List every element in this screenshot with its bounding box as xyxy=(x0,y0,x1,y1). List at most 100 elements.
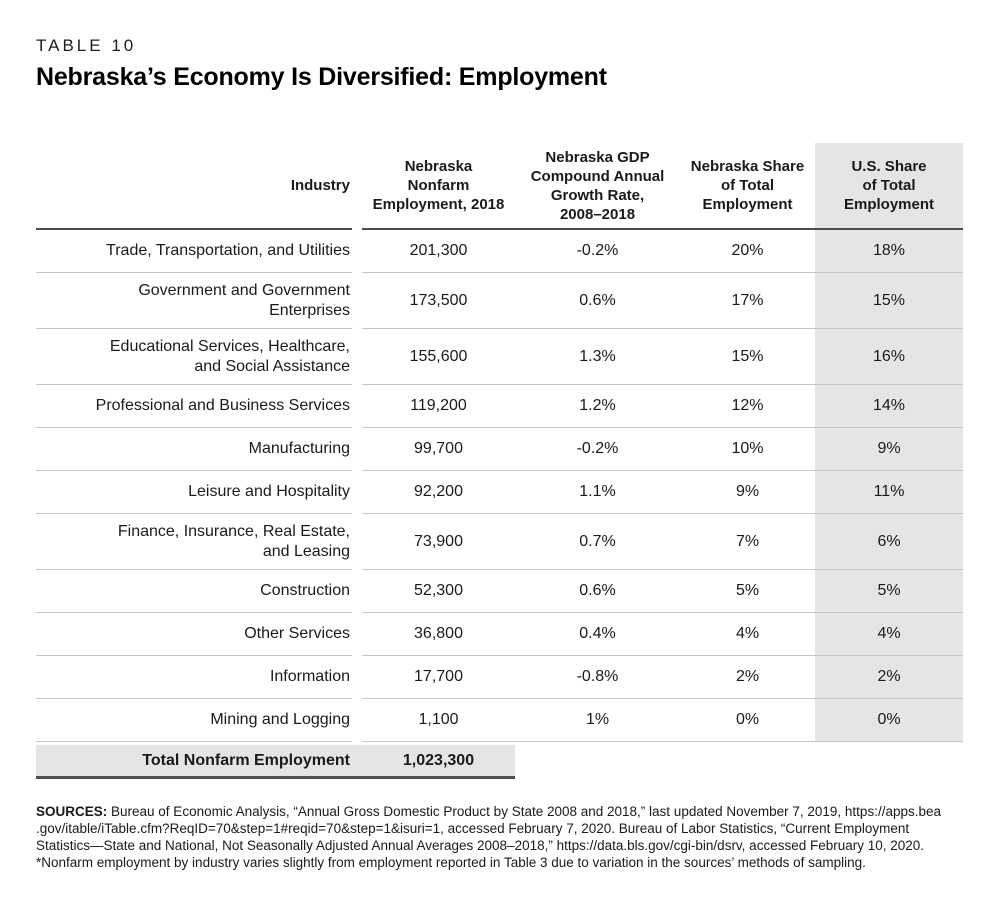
us-share-cell: 6% xyxy=(815,514,963,570)
growth-cell: -0.2% xyxy=(515,428,680,471)
total-value: 1,023,300 xyxy=(362,745,515,779)
column-header-industry: Industry xyxy=(36,143,352,230)
column-header-nonfarm-employment: Nebraska Nonfarm Employment, 2018 xyxy=(362,143,515,230)
growth-cell: 1.2% xyxy=(515,385,680,428)
industry-cell: Government and Government Enterprises xyxy=(36,273,352,329)
ne-share-cell: 12% xyxy=(680,385,815,428)
employment-cell: 92,200 xyxy=(362,471,515,514)
total-row: Total Nonfarm Employment 1,023,300 xyxy=(36,745,963,779)
ne-share-cell: 2% xyxy=(680,656,815,699)
employment-cell: 52,300 xyxy=(362,570,515,613)
growth-cell: 0.6% xyxy=(515,273,680,329)
employment-cell: 99,700 xyxy=(362,428,515,471)
growth-cell: 0.6% xyxy=(515,570,680,613)
ne-share-cell: 20% xyxy=(680,230,815,273)
growth-cell: -0.2% xyxy=(515,230,680,273)
table-row: Finance, Insurance, Real Estate, and Lea… xyxy=(36,514,963,570)
ne-share-cell: 0% xyxy=(680,699,815,742)
industry-cell: Trade, Transportation, and Utilities xyxy=(36,230,352,273)
growth-cell: -0.8% xyxy=(515,656,680,699)
column-gap xyxy=(352,143,362,230)
sources-label: SOURCES: xyxy=(36,804,108,819)
employment-cell: 1,100 xyxy=(362,699,515,742)
source-note-line-4: *Nonfarm employment by industry varies s… xyxy=(36,855,866,870)
industry-cell: Manufacturing xyxy=(36,428,352,471)
empty-cell xyxy=(515,745,680,779)
column-gap xyxy=(352,273,362,329)
empty-cell xyxy=(815,745,963,779)
column-gap xyxy=(352,699,362,742)
industry-cell: Leisure and Hospitality xyxy=(36,471,352,514)
growth-cell: 1.3% xyxy=(515,329,680,385)
table-row: Government and Government Enterprises 17… xyxy=(36,273,963,329)
employment-cell: 173,500 xyxy=(362,273,515,329)
column-gap xyxy=(352,570,362,613)
employment-cell: 201,300 xyxy=(362,230,515,273)
employment-table: Industry Nebraska Nonfarm Employment, 20… xyxy=(36,143,963,779)
column-gap xyxy=(352,745,362,779)
source-note-line-2: .gov/itable/iTable.cfm?ReqID=70&step=1#r… xyxy=(36,821,910,836)
column-gap xyxy=(352,329,362,385)
us-share-cell: 14% xyxy=(815,385,963,428)
source-note-line-3: Statistics—State and National, Not Seaso… xyxy=(36,838,925,853)
table-number: TABLE 10 xyxy=(36,36,137,55)
ne-share-cell: 7% xyxy=(680,514,815,570)
employment-cell: 17,700 xyxy=(362,656,515,699)
ne-share-cell: 9% xyxy=(680,471,815,514)
employment-cell: 73,900 xyxy=(362,514,515,570)
industry-cell: Educational Services, Healthcare, and So… xyxy=(36,329,352,385)
growth-cell: 1% xyxy=(515,699,680,742)
ne-share-cell: 10% xyxy=(680,428,815,471)
document-page: TABLE 10 Nebraska’s Economy Is Diversifi… xyxy=(36,36,976,871)
us-share-cell: 4% xyxy=(815,613,963,656)
table-row: Trade, Transportation, and Utilities 201… xyxy=(36,230,963,273)
source-note-text: Bureau of Economic Analysis, “Annual Gro… xyxy=(107,804,941,819)
employment-cell: 155,600 xyxy=(362,329,515,385)
growth-cell: 0.7% xyxy=(515,514,680,570)
industry-cell: Construction xyxy=(36,570,352,613)
us-share-cell: 5% xyxy=(815,570,963,613)
growth-cell: 0.4% xyxy=(515,613,680,656)
column-header-us-share: U.S. Share of Total Employment xyxy=(815,143,963,230)
source-note: SOURCES: Bureau of Economic Analysis, “A… xyxy=(36,803,976,871)
column-gap xyxy=(352,613,362,656)
industry-cell: Professional and Business Services xyxy=(36,385,352,428)
empty-cell xyxy=(680,745,815,779)
column-header-ne-share: Nebraska Share of Total Employment xyxy=(680,143,815,230)
us-share-cell: 16% xyxy=(815,329,963,385)
table-row: Construction 52,300 0.6% 5% 5% xyxy=(36,570,963,613)
column-gap xyxy=(352,230,362,273)
ne-share-cell: 5% xyxy=(680,570,815,613)
us-share-cell: 18% xyxy=(815,230,963,273)
us-share-cell: 2% xyxy=(815,656,963,699)
column-header-gdp-growth: Nebraska GDP Compound Annual Growth Rate… xyxy=(515,143,680,230)
source-note-line-1: SOURCES: Bureau of Economic Analysis, “A… xyxy=(36,803,976,820)
industry-cell: Other Services xyxy=(36,613,352,656)
us-share-cell: 9% xyxy=(815,428,963,471)
us-share-cell: 0% xyxy=(815,699,963,742)
table-row: Manufacturing 99,700 -0.2% 10% 9% xyxy=(36,428,963,471)
employment-cell: 119,200 xyxy=(362,385,515,428)
column-gap xyxy=(352,471,362,514)
ne-share-cell: 17% xyxy=(680,273,815,329)
column-gap xyxy=(352,514,362,570)
table-header-row: Industry Nebraska Nonfarm Employment, 20… xyxy=(36,143,963,230)
column-gap xyxy=(352,656,362,699)
ne-share-cell: 15% xyxy=(680,329,815,385)
column-gap xyxy=(352,428,362,471)
total-label: Total Nonfarm Employment xyxy=(36,745,352,779)
table-title: Nebraska’s Economy Is Diversified: Emplo… xyxy=(36,63,607,91)
us-share-cell: 15% xyxy=(815,273,963,329)
employment-cell: 36,800 xyxy=(362,613,515,656)
industry-cell: Finance, Insurance, Real Estate, and Lea… xyxy=(36,514,352,570)
table-row: Other Services 36,800 0.4% 4% 4% xyxy=(36,613,963,656)
table-row: Information 17,700 -0.8% 2% 2% xyxy=(36,656,963,699)
ne-share-cell: 4% xyxy=(680,613,815,656)
table-row: Educational Services, Healthcare, and So… xyxy=(36,329,963,385)
table-row: Professional and Business Services 119,2… xyxy=(36,385,963,428)
industry-cell: Information xyxy=(36,656,352,699)
industry-cell: Mining and Logging xyxy=(36,699,352,742)
column-gap xyxy=(352,385,362,428)
table-row: Mining and Logging 1,100 1% 0% 0% xyxy=(36,699,963,742)
growth-cell: 1.1% xyxy=(515,471,680,514)
